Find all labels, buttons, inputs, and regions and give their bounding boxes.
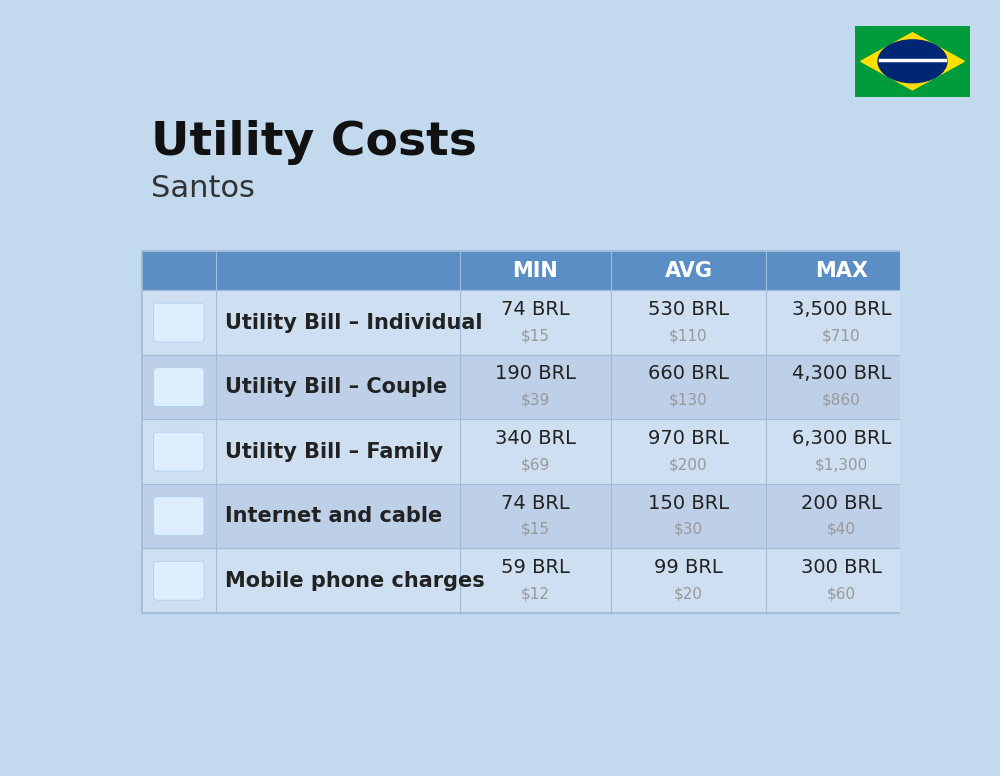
Text: 74 BRL: 74 BRL bbox=[501, 300, 570, 319]
Text: $15: $15 bbox=[521, 521, 550, 537]
Text: 660 BRL: 660 BRL bbox=[648, 365, 729, 383]
Bar bbox=[142, 484, 917, 549]
Text: Utility Bill – Couple: Utility Bill – Couple bbox=[225, 377, 447, 397]
Bar bbox=[142, 251, 917, 613]
Text: $860: $860 bbox=[822, 393, 861, 407]
Text: 6,300 BRL: 6,300 BRL bbox=[792, 429, 891, 448]
Text: $1,300: $1,300 bbox=[815, 457, 868, 473]
Text: $12: $12 bbox=[521, 587, 550, 601]
Text: 970 BRL: 970 BRL bbox=[648, 429, 729, 448]
FancyBboxPatch shape bbox=[154, 497, 204, 535]
Bar bbox=[142, 251, 917, 290]
Text: 3,500 BRL: 3,500 BRL bbox=[792, 300, 891, 319]
FancyBboxPatch shape bbox=[154, 368, 204, 407]
Text: 74 BRL: 74 BRL bbox=[501, 494, 570, 512]
Text: Utility Costs: Utility Costs bbox=[151, 120, 477, 165]
Text: $130: $130 bbox=[669, 393, 708, 407]
Text: 190 BRL: 190 BRL bbox=[495, 365, 576, 383]
Text: Utility Bill – Family: Utility Bill – Family bbox=[225, 442, 443, 462]
Text: $69: $69 bbox=[521, 457, 550, 473]
Polygon shape bbox=[861, 33, 964, 90]
Text: Mobile phone charges: Mobile phone charges bbox=[225, 570, 485, 591]
FancyBboxPatch shape bbox=[154, 303, 204, 342]
Text: 300 BRL: 300 BRL bbox=[801, 558, 882, 577]
Text: MIN: MIN bbox=[512, 261, 558, 281]
Text: $40: $40 bbox=[827, 521, 856, 537]
Text: $15: $15 bbox=[521, 328, 550, 343]
Text: 99 BRL: 99 BRL bbox=[654, 558, 723, 577]
Text: 200 BRL: 200 BRL bbox=[801, 494, 882, 512]
Text: $39: $39 bbox=[521, 393, 550, 407]
FancyBboxPatch shape bbox=[154, 561, 204, 600]
Circle shape bbox=[878, 40, 947, 83]
Bar bbox=[142, 419, 917, 484]
Text: $110: $110 bbox=[669, 328, 708, 343]
Text: 150 BRL: 150 BRL bbox=[648, 494, 729, 512]
Text: 340 BRL: 340 BRL bbox=[495, 429, 576, 448]
Text: 530 BRL: 530 BRL bbox=[648, 300, 729, 319]
Text: Santos: Santos bbox=[151, 174, 254, 203]
Bar bbox=[142, 355, 917, 419]
Text: $30: $30 bbox=[674, 521, 703, 537]
Text: Utility Bill – Individual: Utility Bill – Individual bbox=[225, 313, 482, 333]
Text: 4,300 BRL: 4,300 BRL bbox=[792, 365, 891, 383]
Bar bbox=[142, 290, 917, 355]
Text: $710: $710 bbox=[822, 328, 861, 343]
Text: AVG: AVG bbox=[664, 261, 712, 281]
Text: $200: $200 bbox=[669, 457, 708, 473]
Text: Internet and cable: Internet and cable bbox=[225, 506, 442, 526]
Text: 59 BRL: 59 BRL bbox=[501, 558, 570, 577]
FancyBboxPatch shape bbox=[154, 432, 204, 471]
Text: $20: $20 bbox=[674, 587, 703, 601]
Text: MAX: MAX bbox=[815, 261, 868, 281]
Bar bbox=[142, 549, 917, 613]
Text: $60: $60 bbox=[827, 587, 856, 601]
